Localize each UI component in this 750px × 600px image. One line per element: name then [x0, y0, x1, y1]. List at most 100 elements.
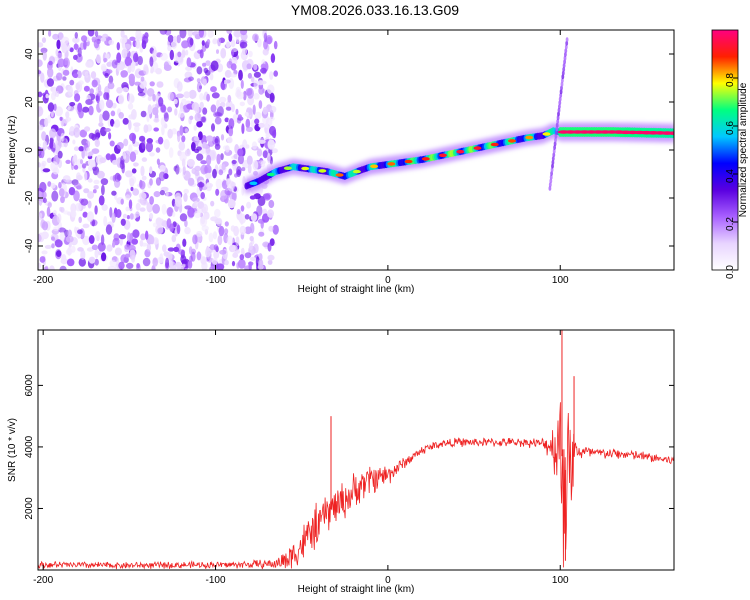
- noise-blob: [231, 260, 236, 267]
- noise-blob: [132, 229, 140, 239]
- noise-blob: [152, 107, 159, 116]
- noise-blob: [99, 157, 107, 164]
- noise-blob: [84, 150, 88, 157]
- noise-blob: [219, 101, 226, 108]
- spike-cell: [556, 119, 560, 124]
- noise-blob: [78, 80, 84, 86]
- noise-blob: [229, 73, 237, 78]
- noise-blob: [149, 166, 153, 174]
- noise-blob: [102, 110, 110, 121]
- noise-blob: [117, 61, 121, 72]
- noise-blob: [81, 148, 85, 159]
- noise-blob: [73, 54, 78, 61]
- noise-blob: [79, 129, 88, 138]
- noise-blob: [83, 40, 87, 50]
- noise-blob: [205, 69, 211, 76]
- noise-blob: [88, 151, 94, 156]
- noise-blob: [50, 110, 54, 118]
- noise-blob: [61, 254, 67, 265]
- noise-blob: [188, 76, 194, 82]
- noise-blob: [258, 80, 267, 85]
- spectrogram-spike: [548, 37, 569, 191]
- noise-blob: [133, 162, 139, 167]
- noise-blob: [226, 235, 234, 245]
- noise-blob: [95, 95, 99, 102]
- noise-blob: [94, 249, 99, 259]
- spike-cell: [560, 81, 564, 87]
- noise-blob: [227, 94, 232, 103]
- noise-blob: [62, 76, 67, 81]
- noise-blob: [166, 207, 174, 217]
- noise-blob: [161, 125, 165, 136]
- noise-blob: [96, 170, 105, 179]
- noise-blob: [127, 103, 134, 110]
- noise-blob: [141, 175, 147, 181]
- noise-blob: [118, 261, 125, 270]
- noise-blob: [141, 40, 147, 50]
- noise-blob: [187, 30, 193, 38]
- noise-blob: [128, 199, 133, 209]
- noise-blob: [153, 127, 159, 132]
- spike-cell: [562, 67, 566, 72]
- noise-blob: [111, 212, 116, 223]
- noise-blob: [213, 250, 220, 259]
- noise-blob: [149, 81, 155, 87]
- ridge-core: [387, 162, 396, 166]
- noise-blob: [139, 207, 146, 212]
- noise-blob: [103, 215, 108, 227]
- noise-blob: [74, 226, 78, 234]
- noise-blob: [46, 206, 51, 217]
- noise-blob: [228, 78, 235, 89]
- noise-blob: [181, 158, 186, 168]
- noise-blob: [224, 221, 229, 227]
- noise-blob: [188, 246, 193, 255]
- noise-blob: [252, 104, 256, 115]
- noise-blob: [82, 106, 90, 113]
- noise-blob: [256, 148, 263, 157]
- ridge-core: [352, 169, 361, 174]
- ridge-core: [301, 166, 310, 171]
- noise-blob: [50, 161, 59, 172]
- noise-blob: [104, 128, 111, 132]
- noise-blob: [72, 139, 76, 145]
- noise-blob: [163, 64, 172, 71]
- noise-blob: [111, 190, 117, 196]
- noise-blob: [268, 199, 275, 209]
- noise-blob: [212, 231, 218, 240]
- spike-cell: [559, 89, 563, 95]
- noise-blob: [155, 147, 161, 153]
- spike-cell: [556, 115, 560, 121]
- noise-blob: [87, 200, 92, 209]
- noise-blob: [179, 213, 188, 222]
- noise-blob: [270, 53, 276, 64]
- noise-blob: [136, 32, 144, 38]
- noise-blob: [171, 234, 177, 243]
- noise-blob: [126, 232, 131, 243]
- noise-blob: [167, 44, 172, 52]
- noise-blob: [145, 141, 153, 153]
- noise-blob: [236, 209, 241, 215]
- noise-blob: [226, 30, 233, 34]
- noise-blob: [130, 186, 134, 192]
- noise-blob: [250, 256, 257, 261]
- noise-blob: [206, 93, 211, 102]
- spectrogram-y-tick-label: 40: [24, 48, 35, 60]
- spike-cell: [549, 174, 553, 180]
- noise-blob: [167, 128, 173, 139]
- noise-blob: [173, 98, 178, 105]
- noise-blob: [188, 89, 197, 99]
- noise-blob: [120, 30, 125, 38]
- noise-blob: [103, 92, 109, 100]
- noise-blob: [95, 231, 101, 241]
- noise-blob: [88, 105, 94, 116]
- spike-cell: [560, 85, 563, 91]
- spike-cell: [553, 141, 557, 147]
- noise-blob: [122, 151, 127, 160]
- noise-blob: [41, 131, 47, 141]
- noise-blob: [228, 33, 233, 42]
- noise-blob: [245, 118, 251, 129]
- noise-blob: [100, 178, 109, 186]
- noise-blob: [53, 226, 60, 232]
- noise-blob: [98, 122, 104, 127]
- ridge-core: [439, 153, 447, 158]
